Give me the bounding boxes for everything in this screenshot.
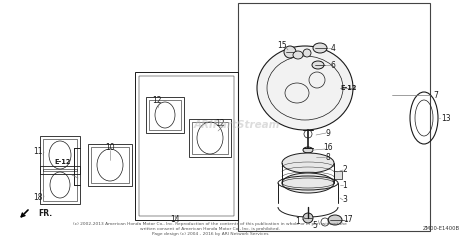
Ellipse shape: [282, 153, 334, 173]
Ellipse shape: [257, 46, 353, 130]
Text: 2: 2: [343, 165, 347, 174]
Text: 4: 4: [330, 44, 336, 53]
Bar: [146, 97, 184, 133]
Bar: [139, 76, 234, 216]
Ellipse shape: [303, 49, 311, 57]
Text: ARIPartStream: ARIPartStream: [194, 120, 280, 130]
Text: 1: 1: [296, 217, 301, 225]
Ellipse shape: [284, 46, 296, 58]
Text: 17: 17: [343, 215, 353, 224]
Text: FR.: FR.: [38, 209, 52, 218]
Text: 18: 18: [33, 192, 43, 201]
Text: 7: 7: [433, 91, 438, 100]
Text: 13: 13: [441, 114, 451, 123]
Bar: [334, 171, 342, 179]
Bar: [91, 147, 129, 183]
Ellipse shape: [328, 215, 342, 225]
Ellipse shape: [313, 43, 327, 53]
Text: (c) 2002-2013 American Honda Motor Co., Inc. Reproduction of the contents of thi: (c) 2002-2013 American Honda Motor Co., …: [73, 222, 347, 236]
Bar: [238, 3, 430, 231]
Ellipse shape: [282, 173, 334, 193]
Bar: [189, 119, 231, 157]
Text: 11: 11: [33, 147, 43, 156]
Bar: [135, 72, 238, 220]
Text: E-12: E-12: [55, 159, 71, 165]
Ellipse shape: [303, 147, 313, 153]
Text: E-12: E-12: [340, 85, 356, 91]
Text: 9: 9: [326, 128, 330, 137]
Bar: [149, 100, 181, 130]
Text: 5: 5: [312, 220, 318, 229]
Text: 15: 15: [277, 41, 287, 50]
Bar: [40, 166, 80, 204]
Text: 6: 6: [330, 60, 336, 69]
Bar: [40, 136, 80, 174]
Text: 12: 12: [215, 118, 225, 128]
Ellipse shape: [312, 61, 324, 69]
Text: 16: 16: [323, 143, 333, 152]
Bar: [43, 139, 77, 171]
Bar: [43, 169, 77, 201]
Text: 14: 14: [170, 215, 180, 224]
Bar: [88, 144, 132, 186]
Text: 12: 12: [152, 96, 162, 105]
Text: 8: 8: [326, 152, 330, 161]
Text: 10: 10: [105, 143, 115, 152]
Text: 3: 3: [343, 196, 347, 205]
Text: 1: 1: [343, 181, 347, 190]
Text: ZM00-E1400B: ZM00-E1400B: [423, 227, 460, 232]
Bar: [192, 122, 228, 154]
Ellipse shape: [293, 51, 303, 59]
Ellipse shape: [303, 213, 313, 223]
